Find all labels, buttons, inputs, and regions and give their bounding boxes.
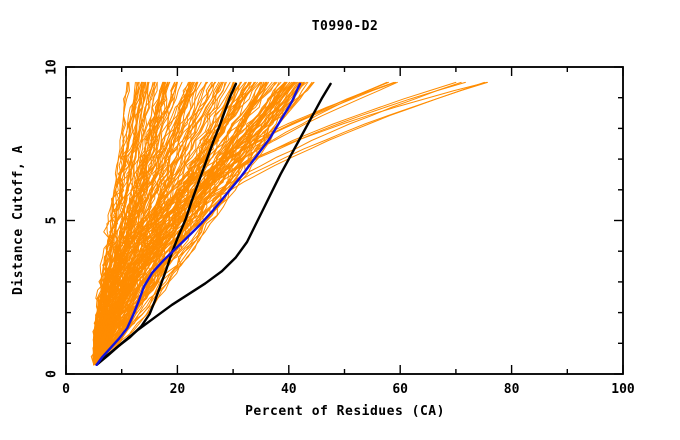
x-tick-label: 0 (62, 382, 70, 397)
y-tick-label: 5 (45, 217, 60, 225)
ensemble-curve (93, 81, 255, 366)
ensemble-curve (93, 81, 304, 366)
x-axis-label: Percent of Residues (CA) (245, 404, 445, 419)
ensemble-curve (93, 81, 280, 366)
ensemble-curve-outlier (92, 81, 488, 366)
ensemble-curve (93, 81, 242, 366)
ensemble-curve (93, 81, 176, 366)
x-tick-label: 20 (170, 382, 186, 397)
y-tick-label: 0 (45, 370, 60, 378)
ensemble-curves (90, 81, 488, 366)
x-tick-label: 40 (281, 382, 297, 397)
x-tick-label: 100 (611, 382, 635, 397)
ensemble-curve-outlier (92, 81, 488, 366)
ensemble-curve-outlier (93, 81, 485, 366)
ensemble-curve-left (93, 81, 150, 366)
ensemble-curve (93, 81, 235, 366)
y-axis-label: Distance Cutoff, A (11, 145, 26, 295)
plot-frame-overlay (65, 66, 624, 375)
ensemble-curve-left (93, 81, 136, 366)
ensemble-curve-left (93, 81, 143, 366)
ensemble-curve-outlier (93, 81, 457, 366)
ensemble-curve (93, 81, 296, 366)
x-tick-label: 80 (504, 382, 520, 397)
x-tick-labels: 0 20 40 60 80 100 (62, 382, 635, 397)
highlight-curve-reference-blue (95, 82, 302, 366)
ensemble-curve (93, 81, 278, 366)
highlight-curve-reference-black-2 (95, 82, 332, 366)
y-tick-label: 10 (45, 59, 60, 75)
ensemble-curve (93, 81, 158, 366)
x-tick-label: 60 (392, 382, 408, 397)
ensemble-curve (93, 81, 158, 366)
y-tick-labels: 0 5 10 (45, 59, 60, 378)
highlight-curves (95, 82, 332, 366)
ensemble-curve (92, 81, 213, 366)
page-title: T0990-D2 (312, 19, 379, 34)
